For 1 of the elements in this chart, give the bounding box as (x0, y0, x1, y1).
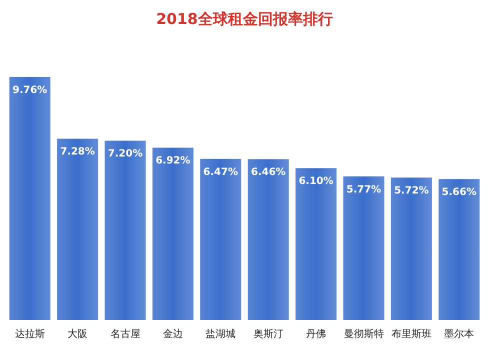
title: 2018全球租金回报率排行 (156, 10, 333, 28)
